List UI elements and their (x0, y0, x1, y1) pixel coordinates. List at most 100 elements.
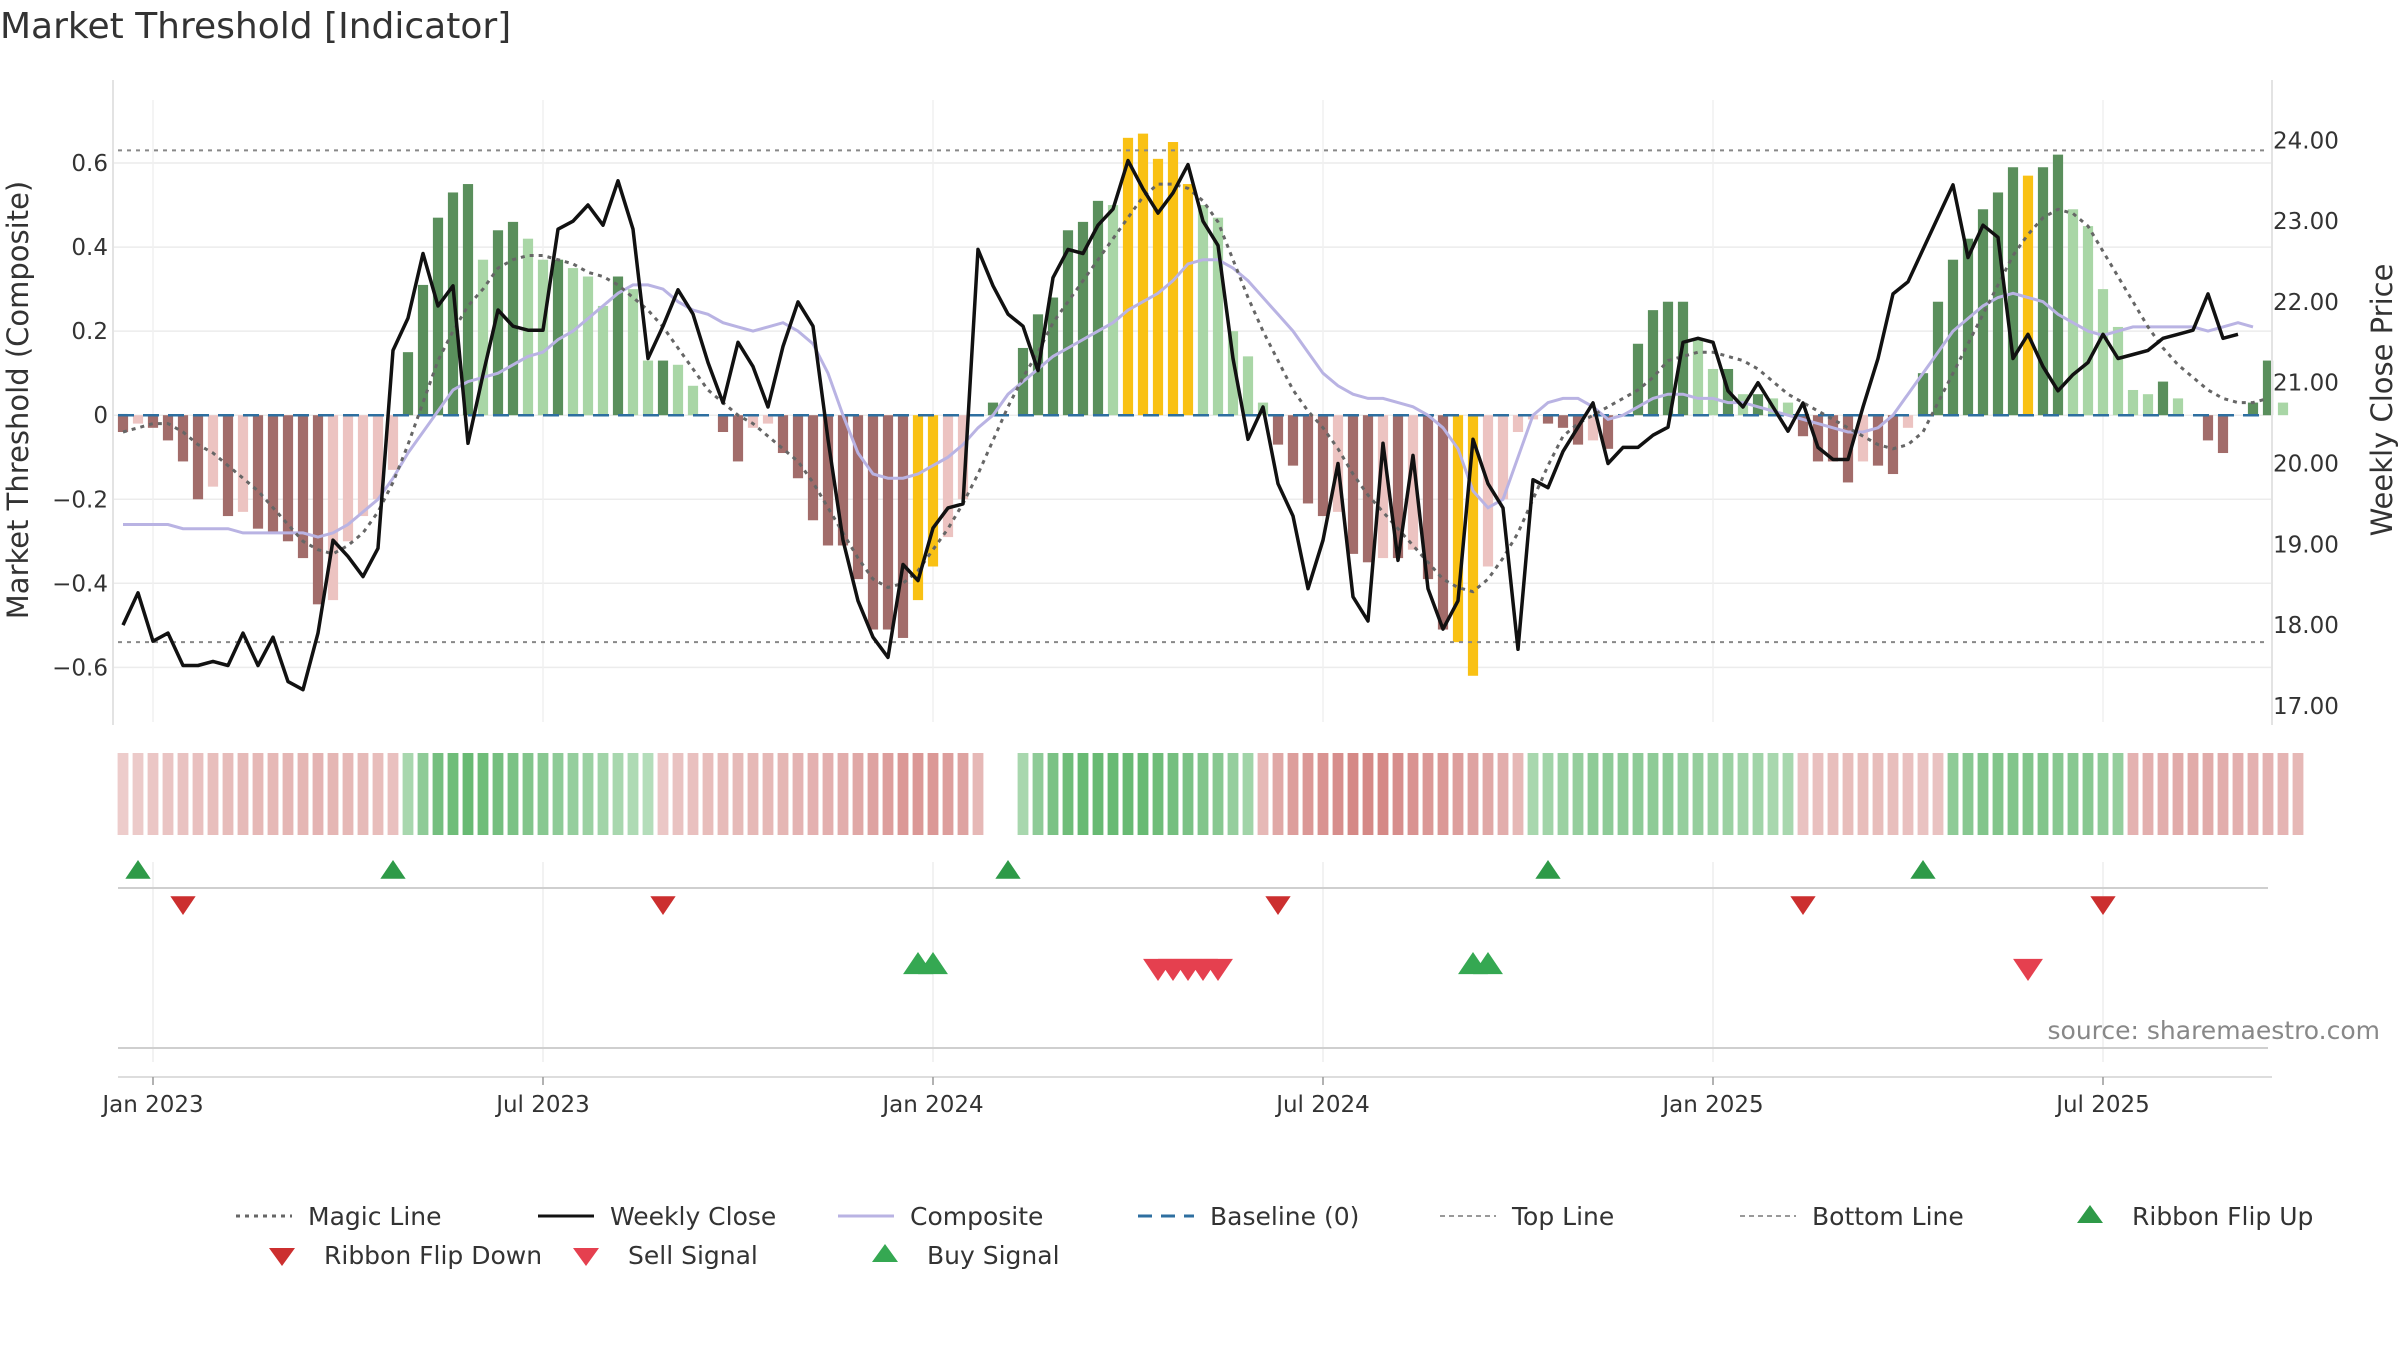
y-tick-label-right: 18.00 (2273, 613, 2339, 639)
ribbon-strip (117, 753, 2304, 835)
ribbon-cell (657, 753, 669, 835)
ribbon-cell (2247, 753, 2259, 835)
legend-label: Baseline (0) (1210, 1202, 1359, 1231)
composite-bar (867, 415, 879, 630)
ribbon-cell (2292, 753, 2304, 835)
ribbon-cell (1992, 753, 2004, 835)
ribbon-cell (1932, 753, 1944, 835)
composite-bar (687, 385, 699, 416)
composite-bar (912, 415, 924, 601)
ribbon-cell (2157, 753, 2169, 835)
ribbon-cell (267, 753, 279, 835)
ribbon-cell (1212, 753, 1224, 835)
ribbon-cell (897, 753, 909, 835)
composite-bar (282, 415, 294, 542)
legend-item: Ribbon Flip Up (2077, 1202, 2313, 1231)
y-tick-label-right: 21.00 (2273, 371, 2339, 397)
legend-swatch-triangle-down (269, 1248, 295, 1266)
ribbon-cell (642, 753, 654, 835)
legend-item: Weekly Close (538, 1202, 776, 1231)
ribbon-cell (882, 753, 894, 835)
ribbon-cell (1887, 753, 1899, 835)
ribbon-cell (1947, 753, 1959, 835)
composite-bar (2052, 154, 2064, 416)
composite-bar (372, 415, 384, 500)
legend-label: Bottom Line (1812, 1202, 1964, 1231)
composite-bar (2172, 398, 2184, 416)
ribbon-cell (1797, 753, 1809, 835)
legend-swatch-triangle-up (2077, 1205, 2103, 1223)
ribbon-cell (1962, 753, 1974, 835)
composite-bar (132, 415, 144, 424)
ribbon-cell (777, 753, 789, 835)
ribbon-cell (2037, 753, 2049, 835)
ribbon-cell (1047, 753, 1059, 835)
ribbon-cell (1452, 753, 1464, 835)
composite-bar (1587, 415, 1599, 441)
composite-bar (1602, 415, 1614, 449)
ribbon-cell (1542, 753, 1554, 835)
composite-bar (1692, 339, 1704, 416)
ribbon-flip-up-marker (1535, 860, 1561, 879)
composite-bar (1092, 200, 1104, 416)
ribbon-cell (1467, 753, 1479, 835)
y-tick-label-left: −0.2 (52, 487, 108, 513)
composite-bar (552, 259, 564, 416)
weekly-close-line (121, 158, 2239, 692)
legend-item: Composite (838, 1202, 1043, 1231)
composite-bar (2202, 415, 2214, 441)
composite-bar (2157, 381, 2169, 416)
x-tick-label: Jul 2023 (494, 1092, 590, 1118)
ribbon-cell (2007, 753, 2019, 835)
ribbon-cell (1317, 753, 1329, 835)
composite-bar (1677, 301, 1689, 416)
composite-bar (402, 352, 414, 416)
signal-markers (118, 860, 2268, 1049)
ribbon-cell (852, 753, 864, 835)
composite-bar (837, 415, 849, 546)
ribbon-cell (2082, 753, 2094, 835)
composite-bar (537, 259, 549, 416)
ribbon-cell (1362, 753, 1374, 835)
legend-item: Buy Signal (872, 1241, 1060, 1270)
ribbon-cell (252, 753, 264, 835)
ribbon-cell (1017, 753, 1029, 835)
ribbon-cell (537, 753, 549, 835)
ribbon-cell (1677, 753, 1689, 835)
composite-bar (1512, 415, 1524, 433)
ribbon-cell (1197, 753, 1209, 835)
ribbon-cell (2052, 753, 2064, 835)
x-tick-label: Jul 2024 (1274, 1092, 1370, 1118)
ribbon-cell (1122, 753, 1134, 835)
ribbon-cell (747, 753, 759, 835)
ribbon-cell (432, 753, 444, 835)
composite-bar (2277, 402, 2289, 416)
legend-label: Buy Signal (927, 1241, 1060, 1270)
composite-bar (1407, 415, 1419, 550)
composite-bar (942, 415, 954, 538)
composite-bar (1452, 415, 1464, 643)
chart-title: Market Threshold [Indicator] (0, 6, 511, 47)
legend-label: Ribbon Flip Up (2132, 1202, 2313, 1231)
composite-bar (237, 415, 249, 512)
source-note: source: sharemaestro.com (2048, 1016, 2381, 1045)
composite-bar (1392, 415, 1404, 559)
ribbon-cell (1587, 753, 1599, 835)
composite-bar (2217, 415, 2229, 454)
legend-label: Ribbon Flip Down (324, 1241, 542, 1270)
composite-bar (1107, 205, 1119, 416)
composite-bar (492, 230, 504, 416)
ribbon-cell (792, 753, 804, 835)
composite-bar (2082, 226, 2094, 416)
composite-bar (1917, 373, 1929, 416)
ribbon-cell (132, 753, 144, 835)
ribbon-cell (1107, 753, 1119, 835)
y-tick-label-left: 0.2 (71, 319, 108, 345)
ribbon-cell (1077, 753, 1089, 835)
ribbon-cell (2187, 753, 2199, 835)
ribbon-cell (1917, 753, 1929, 835)
ribbon-cell (762, 753, 774, 835)
ribbon-cell (687, 753, 699, 835)
y-axis-label-left: Market Threshold (Composite) (1, 181, 35, 619)
ribbon-cell (912, 753, 924, 835)
